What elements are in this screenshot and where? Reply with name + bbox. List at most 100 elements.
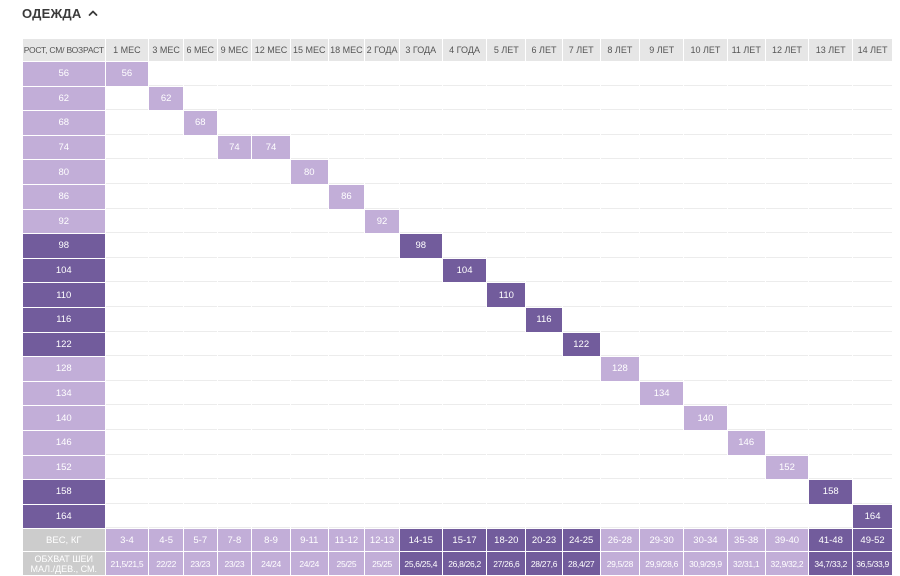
- empty-cell: [765, 184, 809, 209]
- row-height-label: 140: [23, 406, 105, 430]
- empty-cell: [640, 160, 684, 184]
- table-row: 140 140: [23, 406, 892, 430]
- empty-cell: [765, 480, 809, 504]
- empty-cell: [853, 184, 892, 209]
- empty-cell: [727, 258, 765, 283]
- size-cell: 92: [365, 209, 399, 234]
- empty-cell: [487, 111, 526, 135]
- empty-cell: [809, 357, 853, 381]
- empty-cell: [487, 357, 526, 381]
- row-height-label: 146: [23, 430, 105, 455]
- empty-cell: [853, 135, 892, 160]
- empty-cell: [765, 258, 809, 283]
- empty-cell: [365, 184, 399, 209]
- empty-cell: [600, 480, 640, 504]
- neck-value: 28,4/27: [562, 552, 600, 576]
- empty-cell: [727, 480, 765, 504]
- column-header: 12 ЛЕТ: [765, 39, 809, 61]
- empty-cell: [328, 62, 365, 86]
- empty-cell: [290, 406, 328, 430]
- empty-cell: [290, 455, 328, 480]
- chevron-up-icon[interactable]: [87, 7, 99, 19]
- row-height-label: 74: [23, 135, 105, 160]
- empty-cell: [487, 234, 526, 258]
- empty-cell: [809, 332, 853, 357]
- empty-cell: [487, 307, 526, 332]
- empty-cell: [684, 357, 727, 381]
- empty-cell: [442, 307, 487, 332]
- empty-cell: [105, 455, 149, 480]
- empty-cell: [365, 480, 399, 504]
- empty-cell: [328, 430, 365, 455]
- size-cell: 110: [487, 283, 526, 307]
- empty-cell: [365, 357, 399, 381]
- size-cell: 56: [105, 62, 149, 86]
- empty-cell: [217, 86, 252, 111]
- empty-cell: [809, 209, 853, 234]
- empty-cell: [684, 504, 727, 529]
- empty-cell: [105, 160, 149, 184]
- empty-cell: [765, 62, 809, 86]
- empty-cell: [526, 430, 562, 455]
- empty-cell: [149, 135, 183, 160]
- empty-cell: [399, 184, 442, 209]
- neck-value: 32,9/32,2: [765, 552, 809, 576]
- row-height-label: 122: [23, 332, 105, 357]
- empty-cell: [365, 307, 399, 332]
- column-header: 1 МЕС: [105, 39, 149, 61]
- empty-cell: [684, 86, 727, 111]
- empty-cell: [853, 357, 892, 381]
- empty-cell: [252, 258, 290, 283]
- empty-cell: [399, 480, 442, 504]
- empty-cell: [809, 135, 853, 160]
- empty-cell: [765, 381, 809, 406]
- empty-cell: [640, 62, 684, 86]
- empty-cell: [105, 209, 149, 234]
- neck-value: 36,5/33,9: [853, 552, 892, 576]
- empty-cell: [149, 455, 183, 480]
- neck-value: 25,6/25,4: [399, 552, 442, 576]
- empty-cell: [183, 430, 217, 455]
- neck-value: 23/23: [217, 552, 252, 576]
- empty-cell: [684, 234, 727, 258]
- empty-cell: [600, 209, 640, 234]
- weight-value: 41-48: [809, 529, 853, 552]
- empty-cell: [183, 504, 217, 529]
- row-height-label: 98: [23, 234, 105, 258]
- empty-cell: [183, 258, 217, 283]
- empty-cell: [442, 357, 487, 381]
- empty-cell: [149, 504, 183, 529]
- empty-cell: [765, 86, 809, 111]
- empty-cell: [399, 135, 442, 160]
- empty-cell: [640, 357, 684, 381]
- empty-cell: [684, 62, 727, 86]
- empty-cell: [562, 209, 600, 234]
- empty-cell: [149, 307, 183, 332]
- empty-cell: [765, 357, 809, 381]
- size-cell: 68: [183, 111, 217, 135]
- empty-cell: [526, 209, 562, 234]
- empty-cell: [217, 381, 252, 406]
- table-row: 164 164: [23, 504, 892, 529]
- empty-cell: [853, 406, 892, 430]
- empty-cell: [399, 209, 442, 234]
- weight-value: 30-34: [684, 529, 727, 552]
- size-cell: 80: [290, 160, 328, 184]
- empty-cell: [217, 160, 252, 184]
- empty-cell: [399, 307, 442, 332]
- empty-cell: [487, 209, 526, 234]
- size-cell: 164: [853, 504, 892, 529]
- empty-cell: [290, 184, 328, 209]
- empty-cell: [183, 455, 217, 480]
- column-header: 12 МЕС: [252, 39, 290, 61]
- empty-cell: [365, 86, 399, 111]
- empty-cell: [290, 135, 328, 160]
- section-header-clothing[interactable]: ОДЕЖДА: [22, 4, 99, 22]
- empty-cell: [727, 406, 765, 430]
- table-row: 68 68: [23, 111, 892, 135]
- empty-cell: [217, 234, 252, 258]
- empty-cell: [149, 283, 183, 307]
- empty-cell: [290, 332, 328, 357]
- weight-value: 12-13: [365, 529, 399, 552]
- empty-cell: [809, 62, 853, 86]
